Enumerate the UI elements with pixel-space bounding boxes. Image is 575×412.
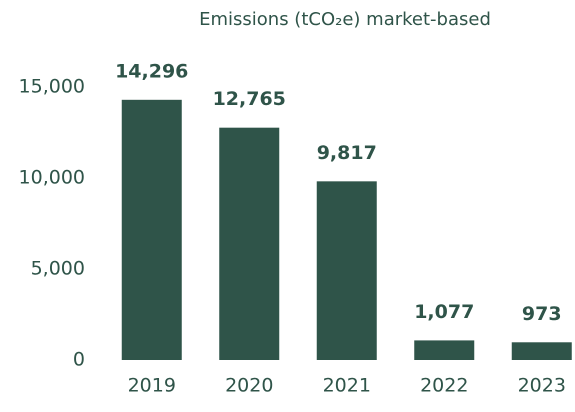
x-tick-label: 2022 bbox=[420, 375, 468, 397]
bar bbox=[511, 342, 572, 360]
bar bbox=[414, 340, 475, 360]
y-tick-label: 15,000 bbox=[19, 76, 85, 98]
x-tick-label: 2019 bbox=[128, 375, 176, 397]
bar bbox=[219, 127, 280, 360]
x-tick-label: 2020 bbox=[225, 375, 273, 397]
bar bbox=[316, 181, 377, 360]
y-tick-label: 10,000 bbox=[19, 167, 85, 189]
value-label: 1,077 bbox=[414, 301, 474, 323]
value-label: 12,765 bbox=[213, 88, 286, 110]
y-tick-label: 5,000 bbox=[31, 258, 85, 280]
x-tick-label: 2023 bbox=[518, 375, 566, 397]
bar bbox=[121, 99, 182, 360]
x-tick-label: 2021 bbox=[323, 375, 371, 397]
chart-title: Emissions (tCO₂e) market-based bbox=[199, 9, 491, 30]
value-label: 9,817 bbox=[317, 142, 377, 164]
value-label: 973 bbox=[522, 303, 562, 325]
y-tick-label: 0 bbox=[73, 349, 85, 371]
value-label: 14,296 bbox=[115, 60, 188, 82]
